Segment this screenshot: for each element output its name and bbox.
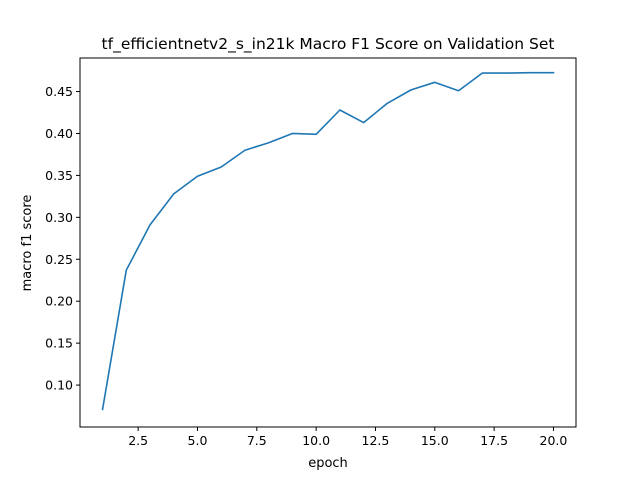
x-tick-label: 2.5	[128, 433, 148, 448]
x-axis: 2.5 5.0 7.5 10.0 12.5 15.0 17.5 20.0	[128, 427, 567, 448]
x-tick-label: 10.0	[302, 433, 330, 448]
x-axis-label: epoch	[308, 456, 348, 471]
y-tick-label: 0.20	[45, 294, 73, 309]
x-tick-label: 12.5	[362, 433, 390, 448]
x-tick-label: 20.0	[540, 433, 568, 448]
chart-title: tf_efficientnetv2_s_in21k Macro F1 Score…	[102, 35, 555, 54]
y-tick-label: 0.25	[45, 252, 73, 267]
x-tick-label: 5.0	[188, 433, 208, 448]
y-tick-label: 0.35	[45, 168, 73, 183]
y-axis: 0.10 0.15 0.20 0.25 0.30 0.35 0.40 0.45	[45, 84, 80, 393]
y-axis-label: macro f1 score	[20, 195, 35, 292]
series-line-0	[101, 71, 555, 411]
plot-area	[79, 57, 577, 428]
y-tick-label: 0.40	[45, 126, 73, 141]
x-tick-label: 15.0	[421, 433, 449, 448]
y-tick-label: 0.15	[45, 336, 73, 351]
plot-frame	[79, 57, 577, 428]
y-tick-label: 0.45	[45, 84, 73, 99]
y-tick-label: 0.30	[45, 210, 73, 225]
x-tick-label: 17.5	[480, 433, 508, 448]
y-tick-label: 0.10	[45, 378, 73, 393]
x-tick-label: 7.5	[247, 433, 267, 448]
